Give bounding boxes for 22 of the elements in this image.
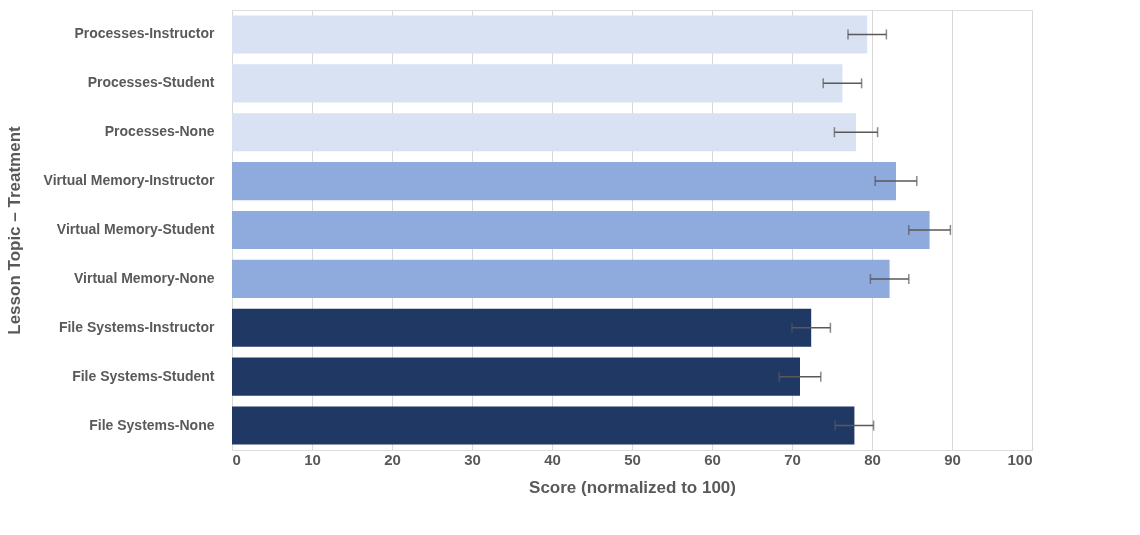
- x-tick-label: 0: [232, 450, 241, 468]
- y-tick-label: Virtual Memory-Instructor: [43, 172, 216, 189]
- x-tick-label: 80: [864, 450, 881, 468]
- y-tick-label: Processes-Instructor: [74, 25, 216, 42]
- y-axis-title: Lesson Topic – Treatment: [4, 125, 24, 335]
- x-tick-label: 10: [304, 450, 321, 468]
- y-tick-label: File Systems-Student: [72, 367, 215, 384]
- x-tick-label: 70: [784, 450, 801, 468]
- y-tick-label: Virtual Memory-Student: [56, 221, 215, 237]
- x-axis-title: Score (normalized to 100): [529, 477, 736, 497]
- y-tick-label: File Systems-Instructor: [58, 318, 216, 335]
- y-tick-label: Processes-None: [104, 123, 215, 140]
- x-tick-label: 40: [544, 450, 561, 468]
- y-tick-label: File Systems-None: [89, 416, 215, 433]
- y-tick-label: Processes-Student: [87, 74, 215, 91]
- x-tick-label: 100: [1007, 450, 1033, 468]
- x-tick-label: 20: [384, 450, 401, 468]
- y-tick-label: Virtual Memory-None: [73, 269, 215, 286]
- x-tick-label: 30: [464, 450, 481, 468]
- x-tick-label: 60: [704, 450, 721, 468]
- x-tick-label: 50: [624, 450, 641, 468]
- x-tick-label: 90: [944, 450, 961, 468]
